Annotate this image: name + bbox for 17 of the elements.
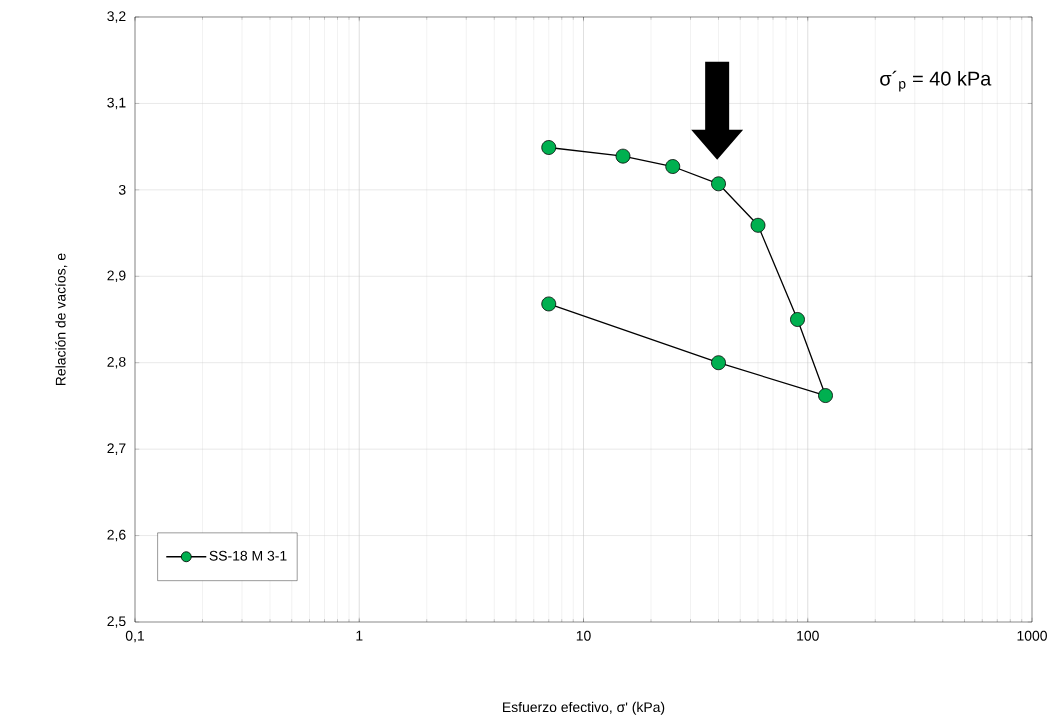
y-tick-label: 3,2 [107, 11, 126, 23]
x-axis-title: Esfuerzo efectivo, σ' (kPa) [503, 701, 665, 715]
annotation: σ´$_{p}$ = 40 kPa [880, 70, 992, 92]
y-tick-label: 2,5 [107, 616, 126, 628]
x-tick-label: 1000 [1017, 630, 1047, 641]
y-tick-label: 2,7 [107, 443, 126, 455]
y-tick-label: 3 [118, 184, 126, 195]
x-tick-label: 1 [356, 630, 363, 641]
legend-label: SS-18 M 3-1 [209, 550, 287, 561]
x-tick-label: 0,1 [125, 630, 145, 643]
y-axis-title: Relación de vacíos, e [55, 253, 68, 386]
y-tick-label: 2,8 [107, 356, 126, 369]
y-tick-label: 2,9 [107, 270, 126, 283]
y-tick-label: 3,1 [107, 97, 126, 110]
x-tick-label: 100 [797, 630, 819, 641]
y-tick-label: 2,6 [107, 529, 126, 542]
x-tick-label: 10 [576, 630, 591, 641]
